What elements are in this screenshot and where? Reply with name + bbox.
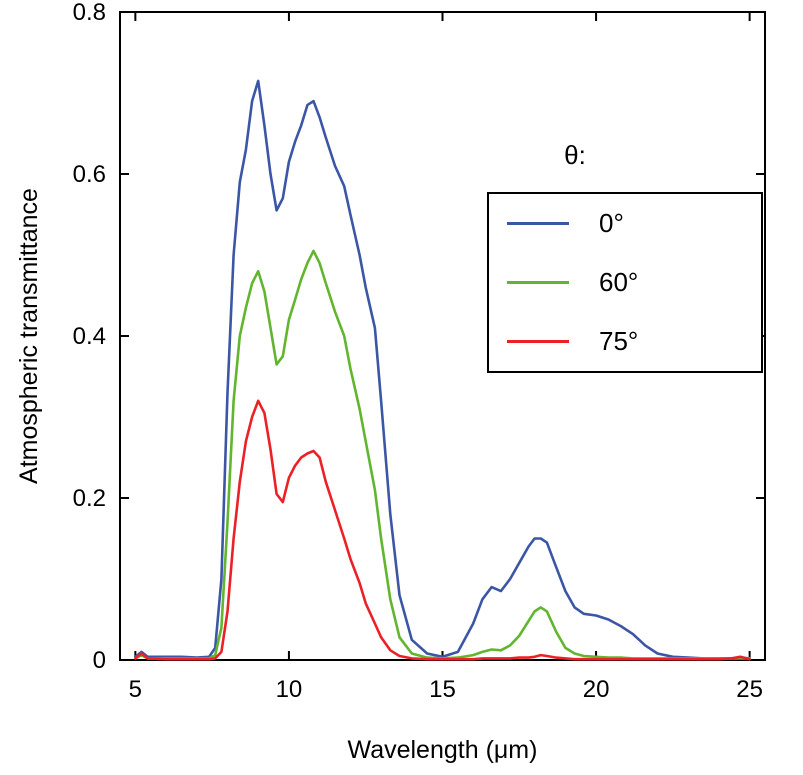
svg-text:5: 5 (129, 676, 142, 703)
legend-item: 0° (489, 208, 761, 239)
x-tick-labels: 5 10 15 20 25 (129, 676, 763, 703)
y-tick-labels: 0 0.2 0.4 0.6 0.8 (73, 0, 106, 674)
svg-text:20: 20 (583, 676, 610, 703)
svg-text:0: 0 (93, 647, 106, 674)
svg-text:15: 15 (429, 676, 456, 703)
legend-label-60deg: 60° (599, 267, 639, 297)
legend: 0° 60° 75° (487, 192, 763, 373)
axis-ticks (120, 11, 765, 661)
legend-item: 60° (489, 267, 761, 298)
y-axis-label: Atmospheric transmittance (15, 188, 43, 484)
svg-text:0.4: 0.4 (73, 323, 106, 350)
svg-text:0.6: 0.6 (73, 161, 106, 188)
series-line-0 (134, 79, 751, 660)
legend-label-0deg: 0° (599, 208, 624, 238)
legend-label-75deg: 75° (599, 326, 639, 356)
legend-title: θ: (564, 140, 586, 170)
series-line-2 (134, 399, 751, 661)
legend-line-swatch-75deg (507, 340, 569, 343)
svg-text:10: 10 (276, 676, 303, 703)
x-axis-label: Wavelength (μm) (347, 736, 538, 764)
svg-text:0.8: 0.8 (73, 0, 106, 26)
legend-item: 75° (489, 326, 761, 357)
svg-text:25: 25 (736, 676, 763, 703)
legend-line-swatch-60deg (507, 281, 569, 284)
legend-line-swatch-0deg (507, 222, 569, 225)
svg-text:0.2: 0.2 (73, 485, 106, 512)
series-line-1 (134, 249, 751, 660)
